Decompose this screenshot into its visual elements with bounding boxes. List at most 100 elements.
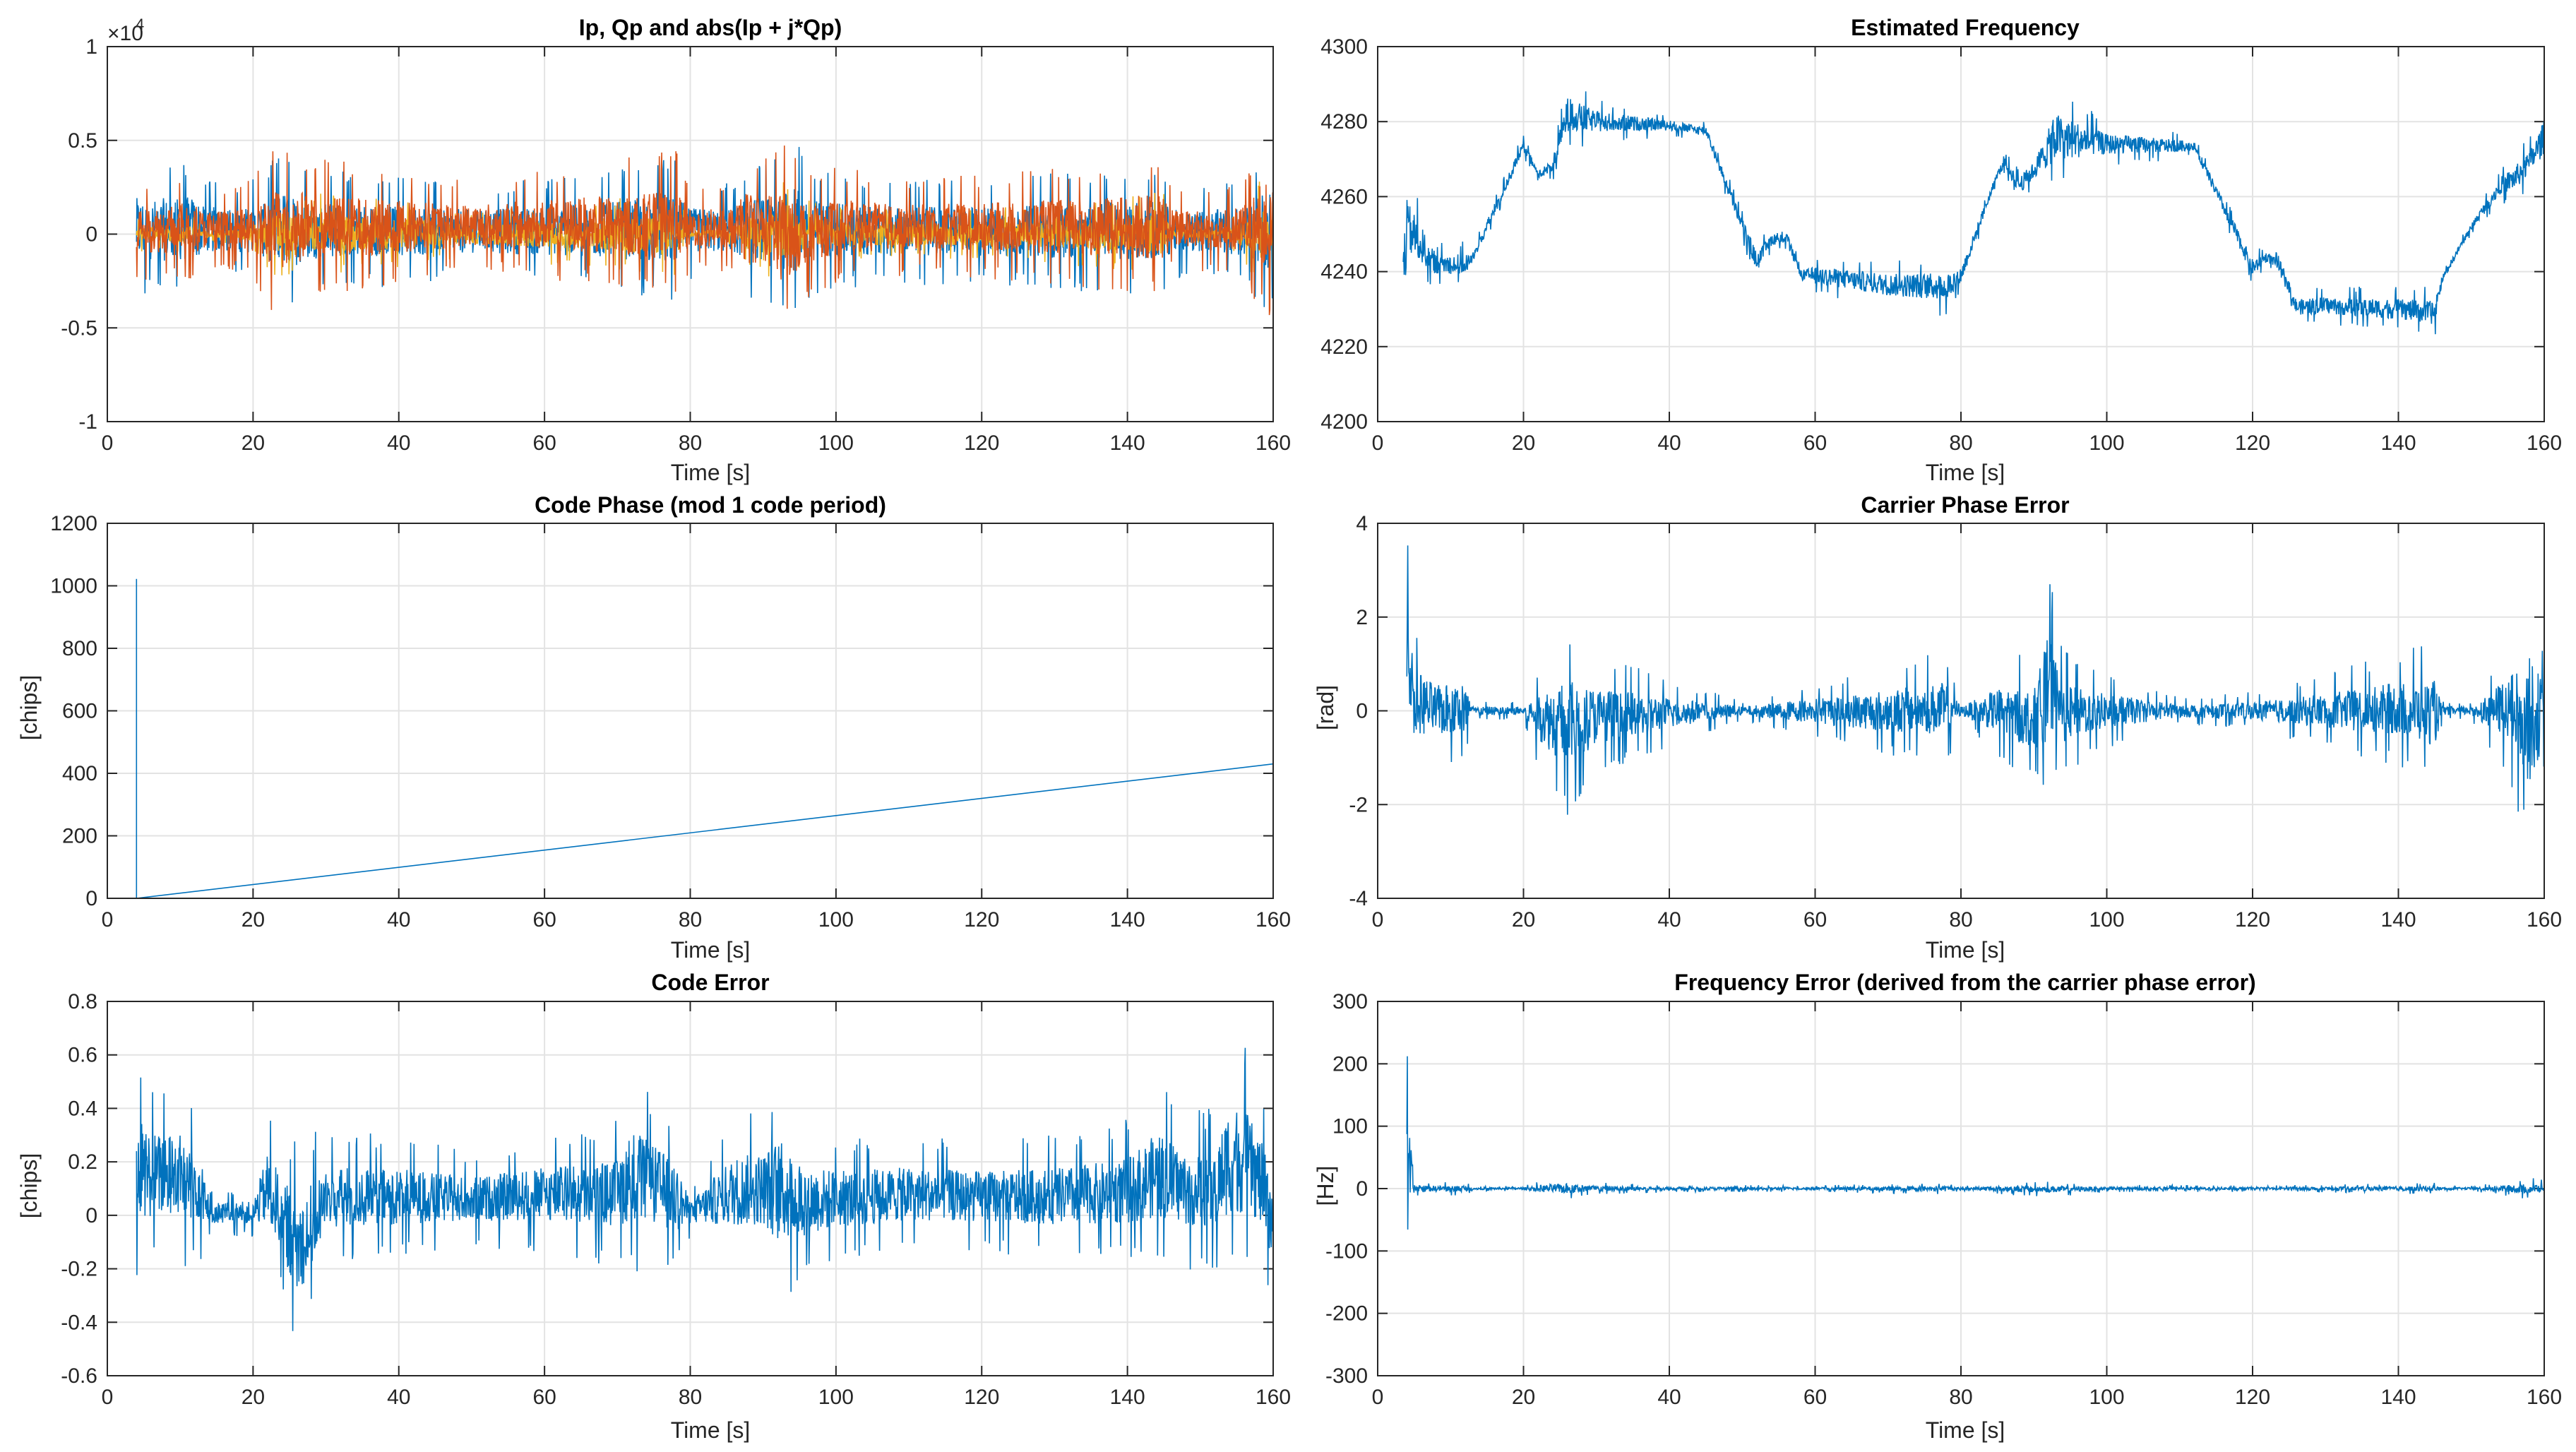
y-tick-label: 0 xyxy=(85,223,97,246)
y-tick-label: 0.2 xyxy=(68,1150,97,1174)
x-tick-label: 100 xyxy=(2089,908,2124,932)
title-estfreq: Estimated Frequency xyxy=(1851,15,2080,40)
grid-codephase xyxy=(107,523,1273,898)
x-tick-label: 20 xyxy=(1512,908,1535,932)
x-tick-label: 120 xyxy=(2235,908,2270,932)
ylabel-codeerror: [chips] xyxy=(16,1153,42,1218)
x-tick-label: 140 xyxy=(2380,1386,2416,1409)
y-tick-label: 600 xyxy=(62,700,97,723)
panel-estfreq: Estimated Frequency Time [s] 0 20 40 60 80 10… xyxy=(1320,15,2562,485)
x-tick-label: 80 xyxy=(679,432,702,455)
y-tick-label: 4200 xyxy=(1320,410,1368,434)
series-codephase-code-phase xyxy=(136,578,1273,898)
series-estfreq-estimated-frequency xyxy=(1402,91,2544,335)
series-group-carrierphase xyxy=(1406,545,2544,815)
x-tick-label: 120 xyxy=(964,908,999,932)
y-tick-label: -2 xyxy=(1349,793,1368,816)
y-tick-label: -100 xyxy=(1325,1239,1368,1263)
y-tick-label: -0.6 xyxy=(61,1364,97,1388)
ticks-estfreq: 0 20 40 60 80 100 120 140 160 4200 4220 4240 4260 428… xyxy=(1320,35,2562,455)
x-tick-label: 140 xyxy=(2380,432,2416,455)
y-tick-label: 100 xyxy=(1332,1115,1368,1138)
x-tick-label: 160 xyxy=(1256,432,1291,455)
ticks-ipqp: 0 20 40 60 80 100 120 140 160 -1 -0.5 0 0.5 1 xyxy=(61,35,1291,455)
x-tick-label: 40 xyxy=(1657,908,1681,932)
x-tick-label: 160 xyxy=(1256,1386,1291,1409)
ylabel-carrierphase: [rad] xyxy=(1313,685,1338,730)
x-tick-label: 40 xyxy=(387,1386,410,1409)
x-tick-label: 80 xyxy=(679,908,702,932)
x-tick-label: 140 xyxy=(1110,908,1145,932)
y-tick-label: -1 xyxy=(78,410,97,434)
y-tick-label: 1000 xyxy=(50,575,97,598)
x-tick-label: 80 xyxy=(1949,432,1972,455)
y-tick-label: 800 xyxy=(62,637,97,660)
x-tick-label: 0 xyxy=(1372,908,1384,932)
x-tick-label: 20 xyxy=(1512,432,1535,455)
y-tick-label: 0.5 xyxy=(68,129,97,153)
series-carrierphase-carrier-phase-error xyxy=(1406,545,2544,815)
series-group-freqerror xyxy=(1406,1056,2544,1230)
title-codephase: Code Phase (mod 1 code period) xyxy=(535,492,886,518)
y-tick-label: 1 xyxy=(85,35,97,59)
panel-ipqp: Ip, Qp and abs(Ip + j*Qp) ×10 4 Time [s]… xyxy=(61,15,1291,485)
x-tick-label: 60 xyxy=(532,1386,556,1409)
series-group-codeerror xyxy=(136,1047,1273,1331)
y-tick-label: 4260 xyxy=(1320,185,1368,208)
series-freqerror-frequency-error xyxy=(1406,1056,2544,1230)
x-tick-label: 20 xyxy=(242,908,265,932)
y-tick-label: 2 xyxy=(1356,606,1368,629)
x-tick-label: 0 xyxy=(102,432,114,455)
xlabel-codephase: Time [s] xyxy=(671,937,751,963)
x-tick-label: 40 xyxy=(1657,1386,1681,1409)
x-tick-label: 60 xyxy=(532,908,556,932)
ylabel-freqerror: [Hz] xyxy=(1313,1166,1338,1206)
y-tick-label: 4280 xyxy=(1320,110,1368,133)
x-tick-label: 100 xyxy=(818,1386,854,1409)
x-tick-label: 120 xyxy=(964,432,999,455)
xlabel-carrierphase: Time [s] xyxy=(1926,937,2005,963)
x-tick-label: 0 xyxy=(102,908,114,932)
series-group-estfreq xyxy=(1402,91,2544,335)
x-tick-label: 20 xyxy=(242,1386,265,1409)
y-tick-label: -4 xyxy=(1349,887,1368,910)
axes-frame-codeerror xyxy=(107,1001,1274,1376)
series-group-codephase xyxy=(136,578,1273,898)
y-tick-label: 4240 xyxy=(1320,261,1368,284)
series-codeerror-code-error xyxy=(136,1047,1273,1331)
y-tick-label: 200 xyxy=(1332,1052,1368,1076)
x-tick-label: 100 xyxy=(2089,432,2124,455)
y-exponent-base: ×10 xyxy=(107,22,143,45)
x-tick-label: 60 xyxy=(532,432,556,455)
y-tick-label: 0 xyxy=(1356,700,1368,723)
x-tick-label: 20 xyxy=(1512,1386,1535,1409)
x-tick-label: 160 xyxy=(2527,1386,2562,1409)
x-tick-label: 140 xyxy=(2380,908,2416,932)
x-tick-label: 40 xyxy=(1657,432,1681,455)
y-tick-label: 4 xyxy=(1356,512,1368,535)
title-carrierphase: Carrier Phase Error xyxy=(1861,492,2069,518)
x-tick-label: 80 xyxy=(1949,908,1972,932)
axes-frame-freqerror xyxy=(1377,1001,2545,1376)
x-tick-label: 40 xyxy=(387,908,410,932)
x-tick-label: 100 xyxy=(818,432,854,455)
axes-frame-codephase xyxy=(107,523,1274,899)
panel-freqerror: Frequency Error (derived from the carrie… xyxy=(1313,970,2562,1443)
x-tick-label: 100 xyxy=(2089,1386,2124,1409)
x-tick-label: 0 xyxy=(1372,1386,1384,1409)
xlabel-codeerror: Time [s] xyxy=(671,1417,751,1443)
x-tick-label: 80 xyxy=(1949,1386,1972,1409)
y-tick-label: -0.2 xyxy=(61,1258,97,1281)
ticks-carrierphase: 0 20 40 60 80 100 120 140 160 -4 -2 0 2 4 xyxy=(1349,512,2562,932)
y-tick-label: 0 xyxy=(1356,1177,1368,1201)
y-tick-label: 400 xyxy=(62,762,97,785)
x-tick-label: 40 xyxy=(387,432,410,455)
ticks-codeerror: 0 20 40 60 80 100 120 140 160 -0.6 -0.4 -0.2 0 0.2 0.4… xyxy=(61,990,1291,1409)
y-tick-label: 0.4 xyxy=(68,1097,97,1120)
title-codeerror: Code Error xyxy=(651,970,769,995)
x-tick-label: 60 xyxy=(1803,432,1827,455)
panel-codeerror: Code Error Time [s] [chips] 0 20 40 60 80 100… xyxy=(16,970,1291,1443)
x-tick-label: 100 xyxy=(818,908,854,932)
x-tick-label: 0 xyxy=(1372,432,1384,455)
y-tick-label: 200 xyxy=(62,825,97,848)
